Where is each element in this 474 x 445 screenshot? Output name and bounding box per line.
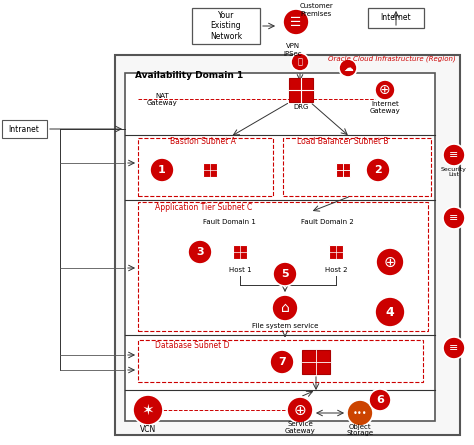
Bar	[233, 245, 247, 259]
Text: ≡: ≡	[449, 213, 459, 223]
Text: ☁: ☁	[343, 63, 353, 73]
Bar	[283, 218, 371, 276]
Text: 6: 6	[376, 395, 384, 405]
Bar	[125, 73, 435, 421]
Text: Internet
Gateway: Internet Gateway	[370, 101, 401, 113]
Circle shape	[188, 240, 212, 264]
Text: File system service: File system service	[252, 323, 318, 329]
Text: ⊕: ⊕	[383, 255, 396, 270]
Text: 2: 2	[374, 165, 382, 175]
Text: Database Subnet D: Database Subnet D	[155, 340, 229, 349]
Bar	[368, 8, 424, 28]
Bar	[329, 245, 343, 259]
Text: Bastion Subnet A: Bastion Subnet A	[170, 138, 236, 146]
Text: 5: 5	[281, 269, 289, 279]
Circle shape	[339, 59, 357, 77]
Bar	[138, 340, 423, 382]
Circle shape	[287, 397, 313, 423]
Text: Oracle Cloud Infrastructure (Region): Oracle Cloud Infrastructure (Region)	[328, 56, 456, 62]
Text: ≡: ≡	[449, 150, 459, 160]
Circle shape	[133, 395, 163, 425]
Text: Service
Gateway: Service Gateway	[284, 421, 315, 433]
Bar	[283, 138, 431, 196]
Circle shape	[347, 400, 373, 426]
Bar	[185, 218, 273, 276]
Text: DRG: DRG	[293, 104, 309, 110]
Circle shape	[150, 158, 174, 182]
Bar	[2, 120, 47, 138]
Circle shape	[366, 158, 390, 182]
Text: 🔒: 🔒	[298, 57, 302, 66]
Text: Fault Domain 2: Fault Domain 2	[301, 219, 354, 225]
Text: Security
List: Security List	[441, 166, 467, 178]
Text: 4: 4	[386, 306, 394, 319]
Circle shape	[375, 297, 405, 327]
Text: 1: 1	[158, 165, 166, 175]
Text: Application Tier Subnet C: Application Tier Subnet C	[155, 202, 252, 211]
Text: ≡: ≡	[449, 343, 459, 353]
Text: ✶: ✶	[142, 402, 155, 417]
Bar	[115, 55, 460, 435]
Text: 7: 7	[278, 357, 286, 367]
Text: •••: •••	[353, 409, 367, 417]
Bar	[138, 202, 428, 331]
Bar	[302, 350, 330, 374]
Text: VPN
IPSec: VPN IPSec	[283, 44, 302, 57]
Text: Fault Domain 1: Fault Domain 1	[202, 219, 255, 225]
Circle shape	[375, 80, 395, 100]
Circle shape	[443, 337, 465, 359]
Text: Load Balancer Subnet B: Load Balancer Subnet B	[297, 138, 389, 146]
Circle shape	[270, 350, 294, 374]
Text: ⌂: ⌂	[281, 301, 289, 315]
Text: Customer
Premises: Customer Premises	[300, 4, 334, 16]
Bar	[203, 163, 217, 177]
Text: Intranet: Intranet	[9, 125, 39, 134]
Text: ☰: ☰	[291, 16, 301, 28]
Circle shape	[443, 144, 465, 166]
Circle shape	[376, 248, 404, 276]
Bar	[138, 138, 273, 196]
Circle shape	[369, 389, 391, 411]
Text: ⊕: ⊕	[379, 83, 391, 97]
Circle shape	[272, 295, 298, 321]
Circle shape	[273, 262, 297, 286]
Text: NAT
Gateway: NAT Gateway	[146, 93, 177, 105]
Bar	[192, 8, 260, 44]
Bar	[289, 78, 313, 102]
Circle shape	[443, 207, 465, 229]
Bar	[336, 163, 350, 177]
Text: 3: 3	[196, 247, 204, 257]
Text: Internet: Internet	[381, 13, 411, 23]
Text: Object
Storage: Object Storage	[346, 424, 374, 437]
Text: Host 1: Host 1	[228, 267, 251, 273]
Circle shape	[291, 53, 309, 71]
Circle shape	[283, 9, 309, 35]
Text: Availability Domain 1: Availability Domain 1	[135, 72, 243, 81]
Text: ⊕: ⊕	[293, 402, 306, 417]
Text: VCN: VCN	[140, 425, 156, 434]
Text: Your
Existing
Network: Your Existing Network	[210, 11, 242, 41]
Text: Host 2: Host 2	[325, 267, 347, 273]
Bar	[138, 88, 186, 110]
